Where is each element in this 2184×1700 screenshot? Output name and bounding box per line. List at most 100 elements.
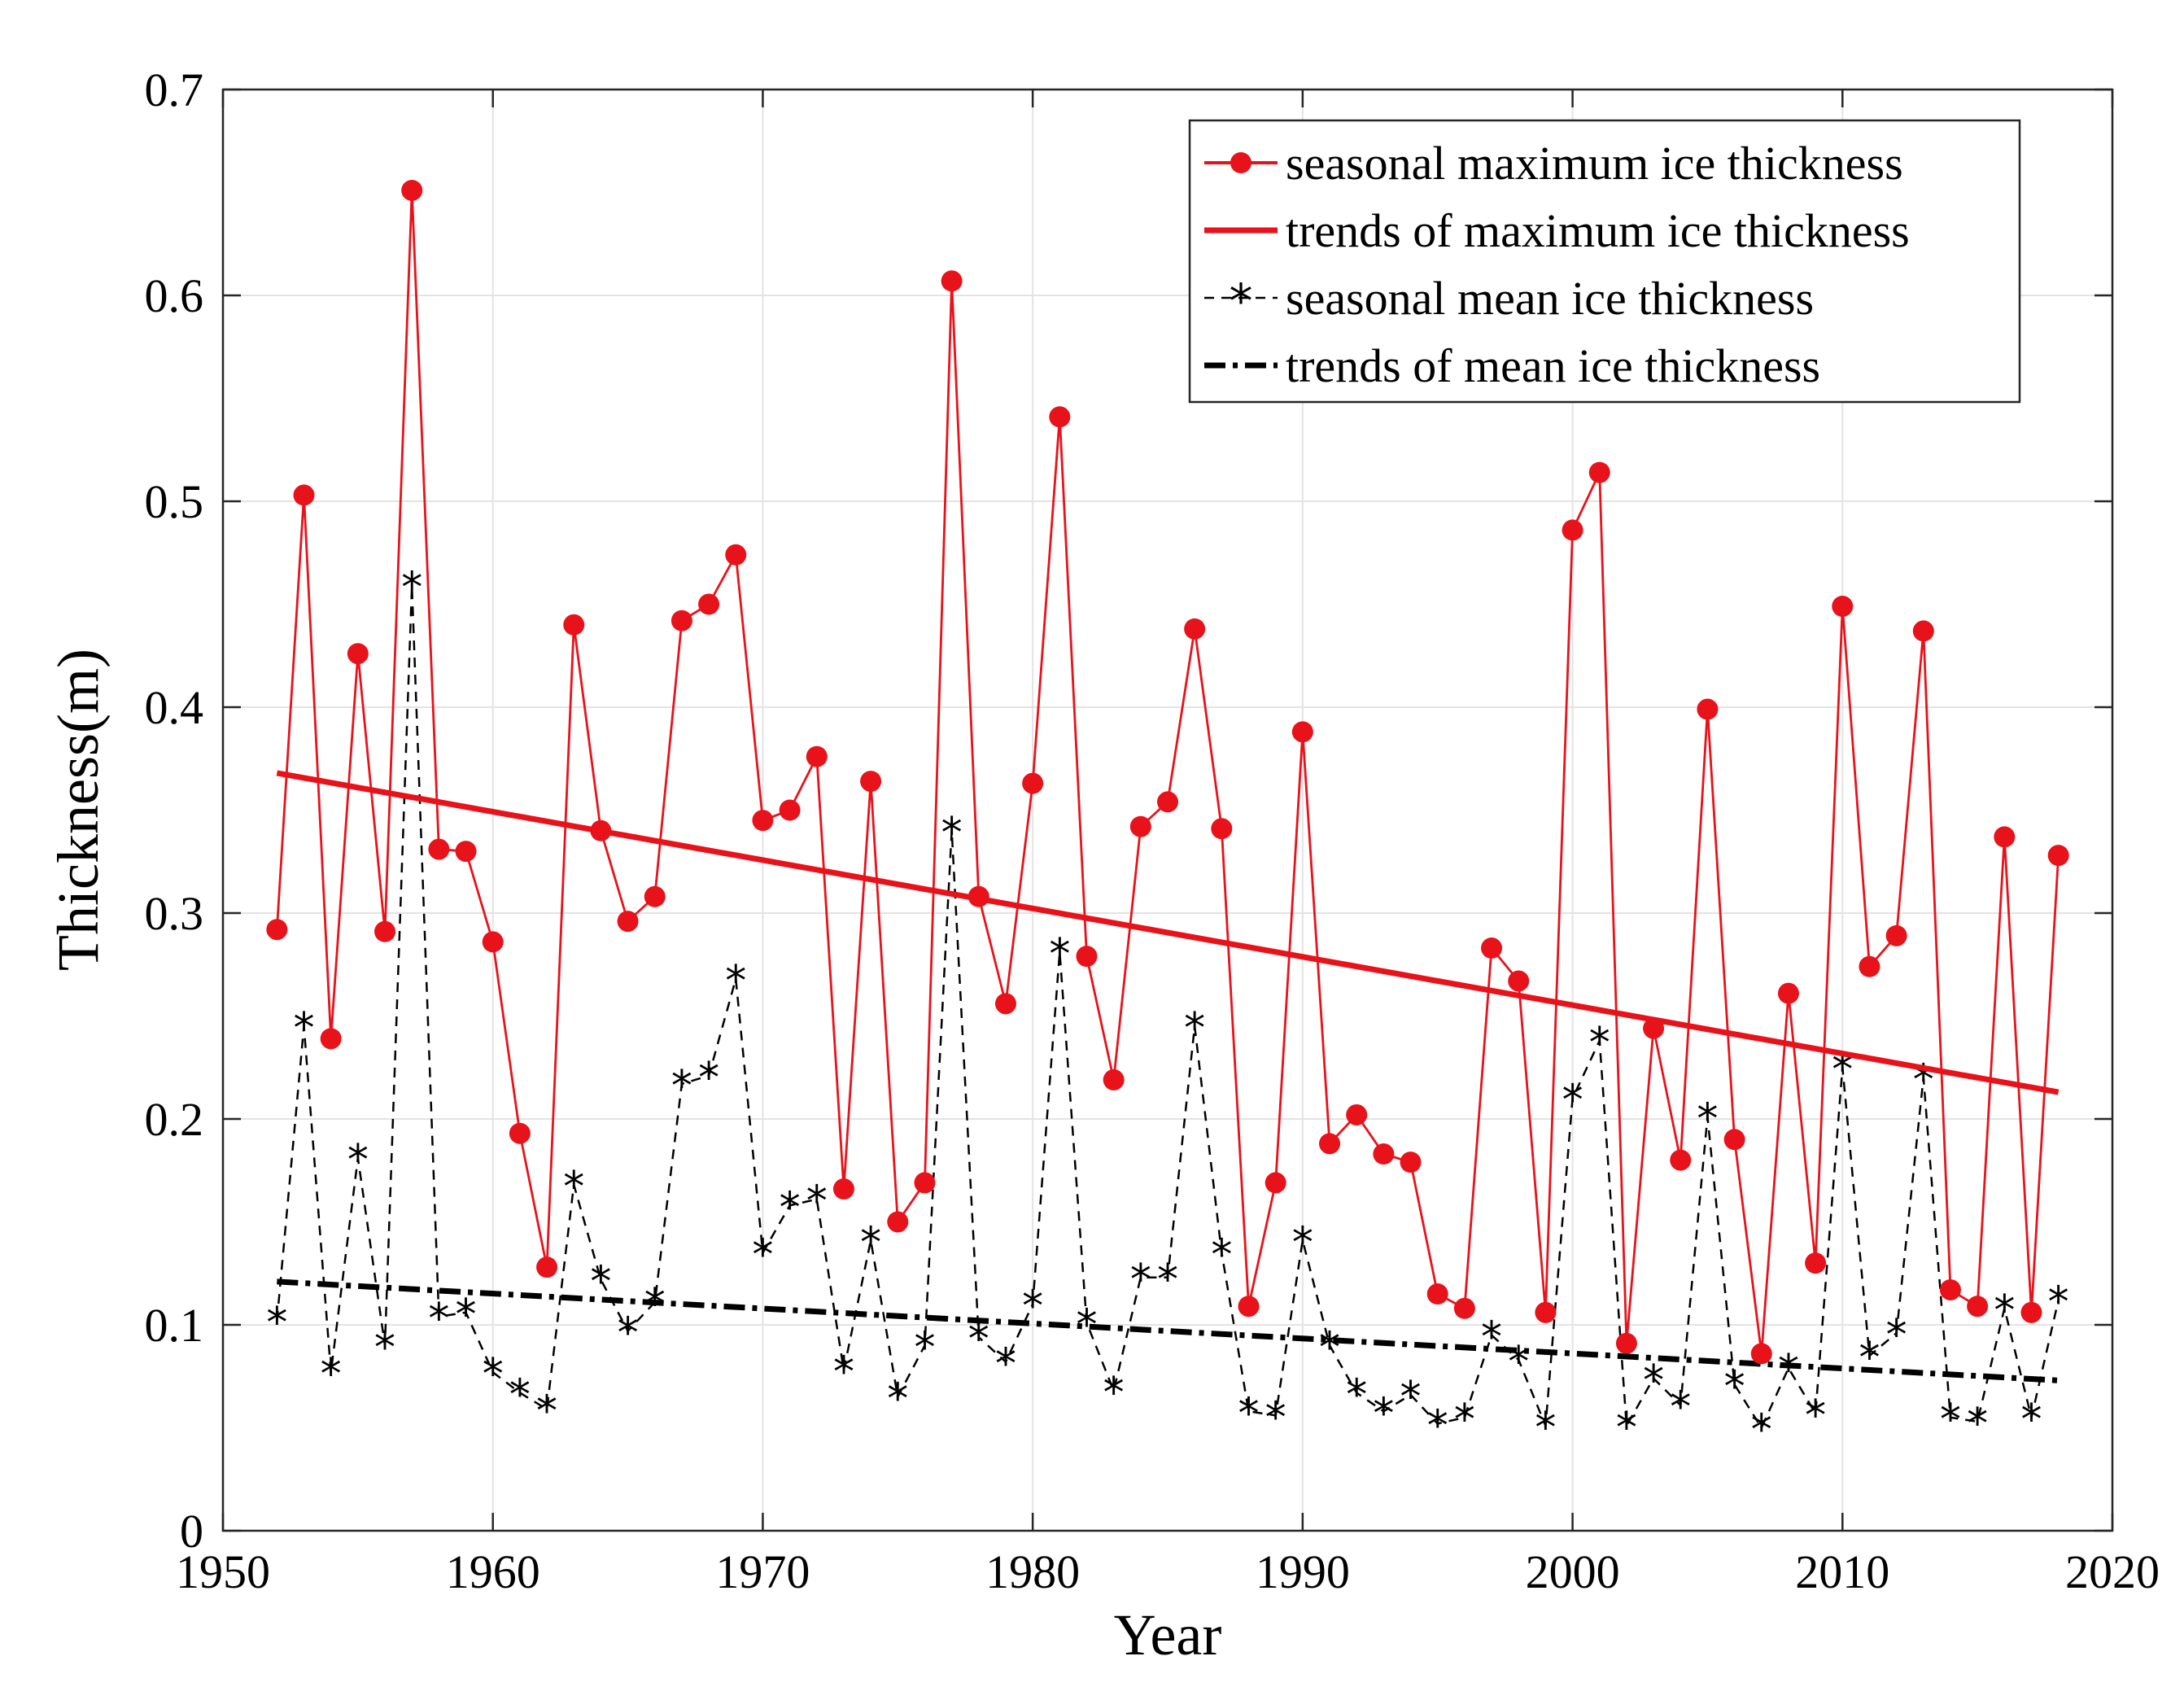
legend: seasonal maximum ice thickness trends of… (1188, 119, 2021, 404)
max-point (1103, 1069, 1125, 1090)
mean-point: * (2048, 1278, 2069, 1327)
mean-point: * (347, 1136, 369, 1185)
max-point (1939, 1278, 1961, 1300)
x-tick-label: 2010 (1795, 1545, 1889, 1598)
x-tick-label: 1960 (446, 1545, 540, 1598)
mean-point: * (456, 1291, 477, 1339)
legend-label-max: seasonal maximum ice thickness (1286, 137, 1903, 190)
max-point (1805, 1252, 1827, 1274)
y-tick-label: 0.4 (145, 681, 204, 734)
mean-point: * (428, 1295, 449, 1344)
max-point (293, 484, 315, 506)
mean-point: * (1967, 1400, 1988, 1449)
y-tick-label: 0.2 (145, 1093, 204, 1146)
mean-point: * (1670, 1383, 1691, 1432)
x-tick-label: 2000 (1526, 1545, 1620, 1598)
x-tick-label: 2020 (2065, 1545, 2160, 1598)
mean-point: * (1427, 1401, 1448, 1450)
legend-label-mean: seasonal mean ice thickness (1286, 272, 1814, 325)
mean-point: * (1319, 1323, 1340, 1372)
max-point (752, 810, 774, 832)
max-point (1184, 618, 1206, 640)
max-point (914, 1172, 936, 1194)
mean-point: * (1805, 1392, 1826, 1440)
mean-point: * (1886, 1311, 1907, 1360)
max-point (832, 1178, 854, 1200)
max-point (644, 885, 666, 907)
mean-point: * (752, 1230, 773, 1279)
mean-point: * (563, 1163, 584, 1212)
mean-trend-line (277, 1278, 2059, 1383)
max-point (401, 179, 423, 201)
max-point (1373, 1143, 1395, 1165)
mean-point: * (1724, 1362, 1745, 1411)
max-point (1750, 1343, 1772, 1365)
mean-point: * (1049, 930, 1070, 979)
max-point (266, 919, 288, 941)
mean-point: * (671, 1062, 692, 1111)
max-point (1426, 1283, 1448, 1305)
max-point (1994, 826, 2016, 848)
legend-swatch-max-marker (1230, 152, 1251, 173)
mean-point: * (1346, 1370, 1367, 1419)
mean-point: * (887, 1375, 908, 1424)
y-tick-label: 0.7 (145, 63, 204, 116)
max-point (2047, 845, 2069, 867)
max-point (670, 610, 692, 631)
mean-point: * (1292, 1218, 1313, 1267)
mean-point: * (1535, 1404, 1556, 1453)
max-point (1346, 1103, 1368, 1125)
mean-point: * (1589, 1019, 1610, 1068)
max-point (455, 841, 477, 863)
ticks: 1950 1960 1970 1980 1990 2000 2010 2020 0 0.1 0.2 0… (145, 63, 2160, 1598)
mean-point: * (374, 1323, 395, 1372)
max-point (1319, 1133, 1341, 1155)
mean-point: * (1238, 1389, 1260, 1438)
x-tick-label: 1990 (1256, 1545, 1350, 1598)
max-point (1912, 620, 1934, 642)
legend-label-max-trend: trends of maximum ice thickness (1286, 204, 1910, 257)
mean-point: * (725, 957, 746, 1006)
max-point (1777, 982, 1799, 1004)
max-point (1076, 946, 1098, 968)
max-point (1157, 791, 1178, 813)
mean-point: * (1616, 1404, 1637, 1453)
max-point (887, 1211, 909, 1233)
mean-point: * (860, 1218, 881, 1267)
mean-point: * (266, 1299, 287, 1348)
max-point (1859, 955, 1880, 977)
y-tick-label: 0.3 (145, 887, 204, 940)
max-point (1670, 1149, 1692, 1171)
mean-point: * (698, 1054, 719, 1103)
mean-point: * (1130, 1256, 1151, 1304)
max-point (779, 799, 801, 821)
legend-box (1188, 119, 2021, 404)
max-point (1238, 1296, 1260, 1318)
series: ******* ** * ***** **** ************* **** ****… (266, 179, 2069, 1455)
legend-label-mean-trend: trends of mean ice thickness (1286, 339, 1820, 392)
mean-point: * (1994, 1287, 2015, 1335)
mean-point: * (1211, 1230, 1232, 1279)
mean-point: * (618, 1309, 639, 1358)
mean-point: * (806, 1178, 828, 1226)
max-trend-line (276, 770, 2060, 1095)
y-tick-label: 0 (180, 1505, 203, 1558)
mean-point: * (833, 1348, 854, 1397)
max-point (860, 771, 882, 793)
mean-point: * (1373, 1389, 1394, 1438)
max-point (509, 1122, 531, 1144)
max-point (941, 270, 963, 292)
mean-point: * (2020, 1396, 2042, 1444)
mean-point: * (1157, 1256, 1178, 1304)
mean-point: * (1751, 1406, 1772, 1455)
max-point (1588, 461, 1610, 483)
max-point (1453, 1297, 1475, 1319)
max-point (1885, 924, 1907, 946)
max-point (1400, 1152, 1422, 1173)
max-point (347, 643, 369, 665)
mean-point: * (1103, 1369, 1125, 1418)
mean-point: * (1265, 1393, 1286, 1442)
max-point (617, 911, 639, 933)
mean-point: * (1643, 1357, 1664, 1405)
